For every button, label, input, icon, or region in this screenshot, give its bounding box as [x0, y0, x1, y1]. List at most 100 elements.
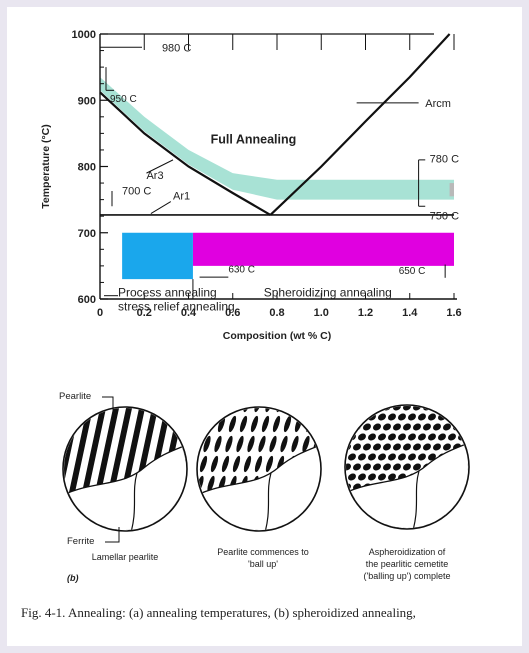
spheroid [398, 413, 406, 421]
spheroid [467, 492, 477, 502]
spheroid [346, 406, 351, 411]
spheroid [337, 412, 347, 422]
spheroid [472, 482, 482, 492]
micrograph-outline [196, 406, 322, 532]
spheroid [332, 482, 342, 492]
spheroid [373, 463, 381, 471]
cementite-segment [280, 435, 288, 453]
spheroid [363, 443, 371, 451]
spheroid [472, 442, 482, 452]
spheroid [477, 452, 487, 462]
spheroid [383, 443, 391, 451]
spheroid [418, 433, 426, 441]
spheroid [393, 423, 401, 431]
label-700c: 700 C [122, 185, 151, 197]
y-tick-label: 1000 [72, 29, 96, 41]
cementite-segment [302, 435, 310, 453]
spheroid [348, 453, 356, 461]
spheroidizing-annealing-band [192, 232, 455, 266]
cementite-segment [327, 475, 337, 493]
spheroid [332, 502, 342, 512]
micrograph-outline [62, 406, 188, 532]
spheroid [358, 433, 366, 441]
ferrite-leader [105, 527, 120, 543]
cementite-segment [198, 495, 201, 513]
x-tick-label: 0.2 [137, 307, 152, 319]
x-tick-label: 0.4 [181, 307, 197, 319]
spheroid [443, 443, 451, 451]
cementite-segment [341, 395, 351, 413]
spheroid [353, 523, 361, 528]
label-full-annealing: Full Annealing [211, 132, 297, 146]
cementite-segment [225, 435, 233, 453]
spheroid [477, 512, 487, 522]
grain-boundary [128, 472, 138, 530]
spheroid [398, 453, 406, 461]
cementite-segment [309, 408, 317, 413]
cementite-segment [261, 415, 270, 433]
spheroid [458, 513, 466, 521]
spheroid [403, 443, 411, 451]
spheroid [472, 402, 482, 412]
cementite-segment [363, 395, 373, 413]
label-ar1: Ar1 [173, 191, 190, 203]
cementite-segment [254, 455, 263, 473]
spheroid [353, 463, 361, 471]
cementite-segment [200, 515, 208, 530]
spheroid [413, 423, 421, 431]
spheroid [332, 442, 342, 452]
spheroid [363, 406, 371, 411]
cementite-segment [217, 415, 226, 433]
annealing-chart: 0 0.2 0.4 0.6 0.8 1.0 1.2 1.4 1.6 600 700 800 900 100… [40, 29, 462, 342]
cementite-segment [236, 435, 244, 453]
cementite-segment [334, 435, 344, 453]
spheroid [337, 432, 347, 442]
cementite-segment [199, 455, 208, 473]
x-tick-label: 0.6 [225, 307, 240, 319]
cementite-segment [221, 455, 230, 473]
cementite-segment [210, 455, 219, 473]
spheroid [467, 512, 477, 522]
spheroid [346, 463, 351, 471]
y-tick-label: 800 [78, 162, 96, 174]
label-ar3: Ar3 [146, 170, 163, 182]
cementite-segment [228, 415, 237, 433]
cementite-segment [243, 408, 251, 413]
spheroid [353, 443, 361, 451]
micrograph-caption: Pearlite commences to [217, 547, 309, 557]
micrograph-caption: the pearlitic cemetite [366, 559, 449, 569]
spheroid [348, 513, 356, 521]
label-750c: 750 C [430, 211, 459, 223]
spheroid [443, 406, 451, 411]
cementite-segment [330, 395, 340, 413]
spheroid [408, 413, 416, 421]
cementite-segment [221, 408, 229, 413]
pearlite-lamella [7, 399, 43, 539]
spheroid [438, 433, 446, 441]
micrograph-outline [344, 404, 470, 530]
spheroid [433, 443, 441, 451]
spheroid [408, 453, 416, 461]
cementite-segment [342, 515, 352, 533]
label-stress-relief: stress relief annealing [118, 299, 235, 313]
ferrite-region [198, 437, 320, 530]
spheroid [472, 462, 482, 472]
spheroid [358, 473, 366, 481]
pearlite-label: Pearlite [59, 391, 91, 402]
spheroid [332, 522, 342, 532]
x-tick-label: 0.8 [269, 307, 284, 319]
grain-boundary [262, 472, 272, 530]
spheroid [403, 406, 411, 411]
spheroid [428, 433, 436, 441]
cementite-segment [207, 475, 215, 493]
spheroid [363, 523, 371, 528]
spheroid [348, 473, 356, 481]
cementite-segment [316, 415, 320, 433]
cementite-segment [203, 435, 211, 453]
spheroid [363, 423, 371, 431]
y-axis-label: Temperature (°C) [40, 124, 52, 209]
cementite-segment [334, 495, 344, 513]
label-780c: 780 C [430, 154, 459, 166]
label-950c: 950 C [110, 94, 137, 105]
micrograph-caption: Lamellar pearlite [92, 552, 159, 562]
